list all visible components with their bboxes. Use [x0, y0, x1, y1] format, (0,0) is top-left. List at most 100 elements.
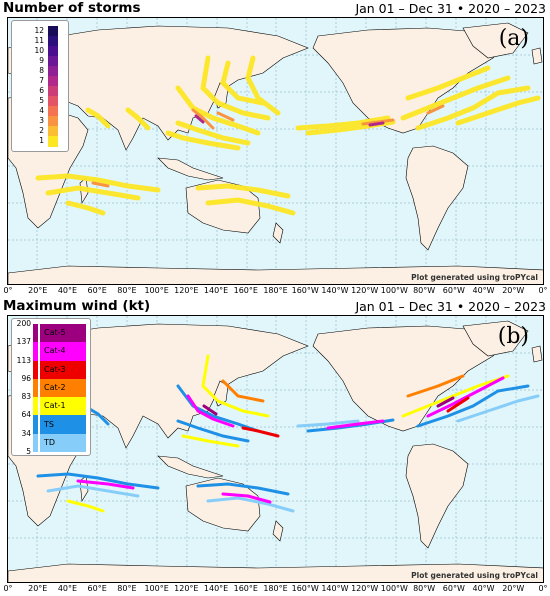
colorbar-segment [33, 433, 38, 453]
category-swatch [40, 324, 86, 343]
longitude-tick: 60°W [442, 286, 465, 295]
longitude-tick: 40°E [57, 286, 78, 295]
colorbar-segment [33, 415, 38, 435]
longitude-tick: 120°W [351, 286, 379, 295]
longitude-tick: 140°E [203, 584, 229, 593]
credit-text: Plot generated using troPYcal [411, 571, 538, 580]
colorbar-legend: Cat-5 Cat-4 Cat-3 Cat-2 Cat-1 TS TD 200 137 113 96… [11, 318, 91, 456]
longitude-tick: 20°W [502, 584, 525, 593]
colorbar-tick-label: 1 [39, 136, 44, 145]
longitude-tick: 20°E [28, 584, 48, 593]
longitude-tick: 160°E [233, 286, 258, 295]
longitude-tick: 140°W [321, 584, 349, 593]
longitude-tick: 160°W [291, 584, 319, 593]
land-antarctica [8, 563, 543, 582]
land-greenland [462, 320, 529, 357]
land-eurasia [8, 25, 309, 151]
date-range: Jan 01 – Dec 31 • 2020 – 2023 [355, 1, 546, 16]
colorbar-tick-label: 113 [16, 355, 31, 365]
longitude-tick: 80°W [413, 286, 436, 295]
colorbar-segment [33, 360, 38, 380]
colorbar-tick-label: 137 [16, 337, 31, 347]
colorbar-tick-label: 5 [26, 447, 31, 456]
longitude-tick: 40°E [57, 584, 78, 593]
longitude-tick: 180°E [263, 584, 288, 593]
storm-density-tracks [35, 55, 541, 216]
credit-text: Plot generated using troPYcal [411, 273, 538, 282]
colorbar-tick-label: 11 [34, 36, 44, 45]
longitude-tick: 120°E [174, 286, 199, 295]
land-new-zealand [272, 520, 284, 542]
land-australia [185, 477, 261, 532]
longitude-tick: 20°E [28, 286, 48, 295]
colorbar-tick-label: 5 [39, 96, 44, 105]
panel-number-of-storms: Number of storms Jan 01 – Dec 31 • 2020 … [0, 0, 550, 296]
land-new-zealand [272, 222, 284, 244]
longitude-tick: 140°E [203, 286, 229, 295]
longitude-tick: 100°W [380, 286, 408, 295]
land-indonesia [157, 157, 224, 181]
land-australia [185, 179, 261, 234]
longitude-tick: 40°W [472, 584, 495, 593]
colorbar-segment [33, 378, 38, 398]
storm-wind-tracks [36, 354, 540, 513]
colorbar-segment [48, 136, 58, 147]
colorbar-segment [48, 106, 58, 117]
colorbar-tick-label: 2 [39, 126, 44, 135]
longitude-tick: 140°W [321, 286, 349, 295]
panel-title: Number of storms [3, 0, 141, 16]
category-label: TS [44, 419, 54, 429]
colorbar-tick-label: 6 [39, 86, 44, 95]
longitude-tick: 80°W [413, 584, 436, 593]
colorbar-tick-label: 7 [39, 76, 44, 85]
longitude-tick: 40°W [472, 286, 495, 295]
category-swatch [40, 415, 86, 435]
land-south-america [405, 443, 469, 549]
category-label: Cat-1 [44, 401, 66, 411]
longitude-tick: 0° [538, 584, 548, 593]
longitude-tick: 80°E [117, 584, 137, 593]
land-south-america [405, 145, 469, 251]
colorbar-segment [48, 126, 58, 137]
map-canvas [8, 316, 543, 582]
category-swatch [40, 360, 86, 380]
panel-label: (b) [497, 324, 529, 349]
colorbar-segment [33, 342, 38, 362]
colorbar-tick-label: 34 [21, 428, 31, 438]
colorbar-tick-label: 96 [21, 373, 31, 383]
category-swatch [40, 397, 86, 416]
category-swatch [40, 378, 86, 398]
longitude-tick: 60°W [442, 584, 465, 593]
category-swatch [40, 342, 86, 362]
colorbar-segment [48, 56, 58, 67]
colorbar-tick-label: 12 [34, 26, 44, 35]
category-label: Cat-5 [44, 328, 66, 338]
colorbar-tick-label: 4 [39, 106, 44, 115]
colorbar-segment [48, 26, 58, 37]
longitude-tick: 0° [3, 286, 13, 295]
colorbar-segment [48, 116, 58, 127]
land-britain [531, 47, 543, 65]
colorbar-segment [48, 86, 58, 97]
longitude-tick: 100°W [380, 584, 408, 593]
date-range: Jan 01 – Dec 31 • 2020 – 2023 [355, 299, 546, 314]
map-canvas [8, 18, 543, 284]
longitude-tick: 120°W [351, 584, 379, 593]
colorbar-segment [33, 397, 38, 416]
panel-maximum-wind: Maximum wind (kt) Jan 01 – Dec 31 • 2020… [0, 298, 550, 596]
category-label: TD [44, 437, 56, 447]
colorbar-tick-label: 9 [39, 56, 44, 65]
category-label: Cat-4 [44, 346, 66, 356]
panel-title: Maximum wind (kt) [3, 298, 151, 314]
colorbar-tick-label: 8 [39, 66, 44, 75]
longitude-tick: 160°W [291, 286, 319, 295]
longitude-tick: 0° [538, 286, 548, 295]
longitude-axis: 0° 20°E 40°E 60°E 80°E 100°E 120°E 140°E 160°E 18… [0, 286, 550, 296]
longitude-tick: 160°E [233, 584, 258, 593]
category-label: Cat-2 [44, 383, 66, 392]
colorbar-tick-label: 3 [39, 116, 44, 125]
longitude-tick: 100°E [144, 584, 169, 593]
land-greenland [462, 22, 529, 59]
longitude-axis: 0° 20°E 40°E 60°E 80°E 100°E 120°E 140°E 160°E 18… [0, 584, 550, 594]
colorbar-segment [48, 76, 58, 87]
